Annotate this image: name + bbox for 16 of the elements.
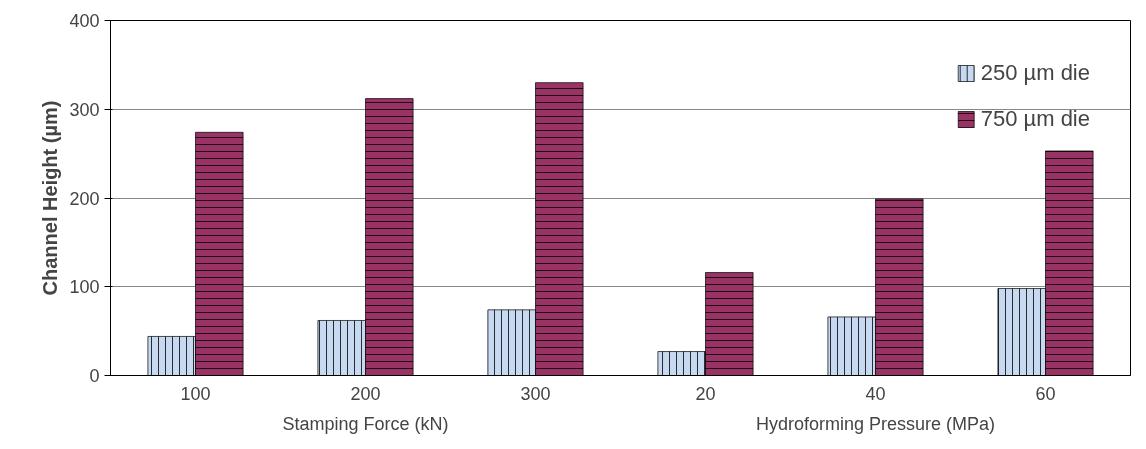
y-tick-label: 200 <box>69 188 100 209</box>
y-axis-title: Channel Height (µm) <box>39 100 62 296</box>
y-tick-label: 0 <box>89 366 100 386</box>
y-tick-label: 300 <box>69 99 100 120</box>
x-tick-label: 300 <box>520 383 551 404</box>
text: Stamping Force (kN) <box>282 413 449 434</box>
x-tick-label: 20 <box>695 383 716 404</box>
legend-label: 250 µm die <box>980 60 1090 86</box>
x-tick-label: 100 <box>180 383 211 404</box>
legend-label: 750 µm die <box>980 106 1090 132</box>
x-tick-label: 40 <box>865 383 886 404</box>
x-tick-label: 200 <box>350 383 381 404</box>
y-tick-label: 400 <box>69 11 100 31</box>
text: Hydroforming Pressure (MPa) <box>755 413 996 434</box>
x-tick-label: 60 <box>1035 383 1056 404</box>
y-tick-label: 100 <box>69 277 100 298</box>
